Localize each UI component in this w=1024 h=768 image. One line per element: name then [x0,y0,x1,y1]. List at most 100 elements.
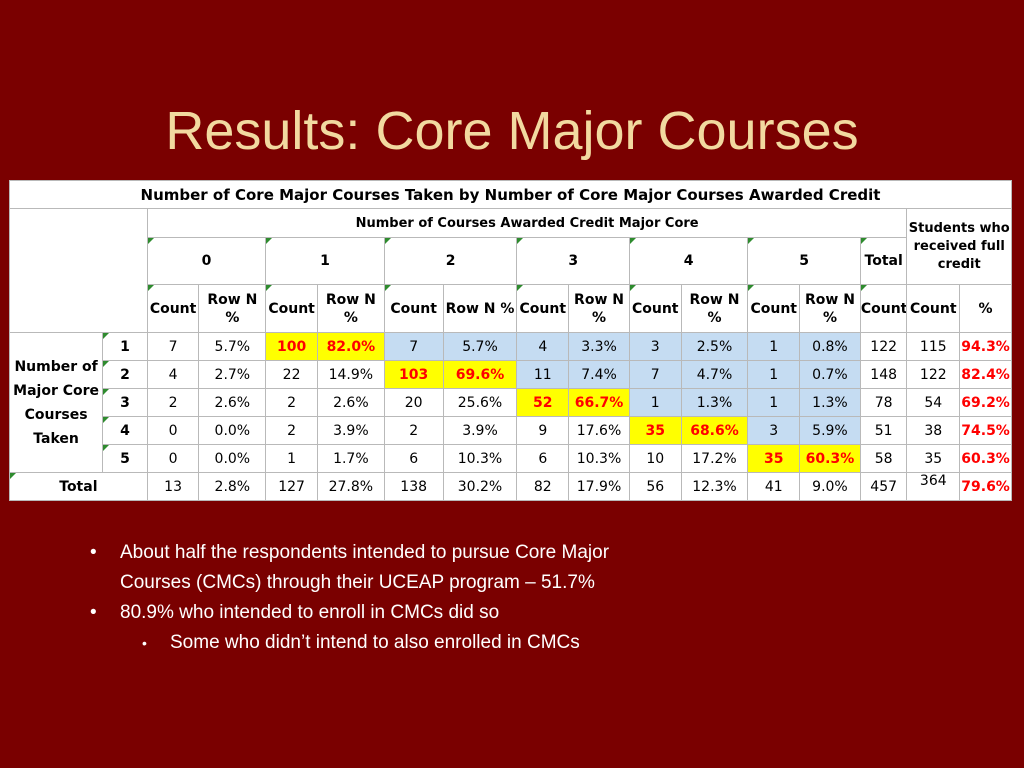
table-cell: 22 [265,360,318,389]
table-cell: 6 [516,444,570,473]
group-header-5: 5 [747,237,861,285]
table-cell: 4.7% [680,360,749,389]
full-credit-header: Students who received full credit [906,208,1012,285]
table-cell: 1 [747,332,801,361]
table-cell: 9.0% [799,472,861,501]
table-cell: 74.5% [959,416,1012,445]
table-cell: 2.8% [198,472,267,501]
table-cell: 2 [265,416,318,445]
table-cell: 138 [383,472,444,501]
bullet-item: • 80.9% who intended to enroll in CMCs di… [90,598,790,628]
table-cell: 2.5% [680,332,749,361]
table-cell: 1 [265,444,318,473]
table-cell: 25.6% [442,388,518,417]
table-cell: 0 [146,416,200,445]
group-header-0: 0 [146,237,267,285]
crosstab-table: Number of Core Major Courses Taken by Nu… [8,180,1012,501]
row-label: 3 [102,388,148,417]
table-cell: 20 [383,388,444,417]
table-cell: 148 [859,360,908,389]
row-label: 1 [102,332,148,361]
table-cell: 68.6% [680,416,749,445]
row-label: Total [9,472,148,501]
table-cell: 69.6% [442,360,518,389]
table-cell: 1 [747,360,801,389]
table-cell: 35 [747,444,801,473]
table-cell: 2 [383,416,444,445]
table-cell: 60.3% [959,444,1012,473]
table-cell: 115 [906,332,961,361]
table-cell: 12.3% [680,472,749,501]
table-cell: 5.7% [198,332,267,361]
sub-header-count: Count [747,284,801,333]
table-cell: 1.3% [799,388,861,417]
group-header-4: 4 [628,237,749,285]
table-row: 5 0 0.0% 1 1.7% 6 10.3% 6 10.3% 10 17.2% 35 60.3% 58 3… [10,444,1012,473]
total-header: Total [859,237,908,285]
table-cell: 364 [906,472,961,501]
table-cell: 17.9% [568,472,630,501]
table-cell: 10 [628,444,682,473]
table-cell: 14.9% [316,360,385,389]
table-cell: 66.7% [568,388,630,417]
table-cell: 11 [516,360,570,389]
table-cell: 1 [628,388,682,417]
sub-header-count: Count [859,284,908,333]
bullet-icon: • [90,602,97,623]
table-cell: 51 [859,416,908,445]
table-row: 4 0 0.0% 2 3.9% 2 3.9% 9 17.6% 35 68.6% 3 5.9% 51 38 74… [10,416,1012,445]
table-cell: 0.0% [198,416,267,445]
table-cell: 3.9% [442,416,518,445]
table-cell: 127 [265,472,318,501]
table-cell: 457 [859,472,908,501]
sub-header-pct: % [959,284,1012,333]
table-cell: 54 [906,388,961,417]
table-cell: 30.2% [442,472,518,501]
bullet-text: Courses (CMCs) through their UCEAP progr… [120,572,595,593]
sub-header-count: Count [146,284,200,333]
row-label: 2 [102,360,148,389]
slide-title: Results: Core Major Courses [165,101,859,161]
row-label: 5 [102,444,148,473]
corner-cell [9,208,148,333]
table-cell: 82 [516,472,570,501]
table-cell: 1.3% [680,388,749,417]
table-row: 3 2 2.6% 2 2.6% 20 25.6% 52 66.7% 1 1.3% 1 1.3% 78 54 6… [10,388,1012,417]
total-row: Total 13 2.8% 127 27.8% 138 30.2% 82 17.9% 56 12.3… [9,472,1012,501]
table-cell: 122 [906,360,961,389]
sub-header-rown: Row N % [680,284,749,333]
sub-header-count: Count [906,284,961,333]
table-row: 2 4 2.7% 22 14.9% 103 69.6% 11 7.4% 7 4.7% 1 0.7% 148… [10,360,1012,389]
table-cell: 3.9% [316,416,385,445]
table-cell: 4 [146,360,200,389]
table-cell: 4 [516,332,570,361]
bullet-list: • About half the respondents intended to … [90,538,790,658]
table-cell: 52 [516,388,570,417]
table-cell: 60.3% [799,444,861,473]
table-cell: 7 [628,360,682,389]
table-cell: 94.3% [959,332,1012,361]
table-cell: 0 [146,444,200,473]
table-cell: 3 [747,416,801,445]
table-title: Number of Core Major Courses Taken by Nu… [9,180,1012,209]
table-cell: 103 [383,360,444,389]
table-cell: 38 [906,416,961,445]
table-cell: 0.8% [799,332,861,361]
sub-header-rown: Row N % [316,284,385,333]
table-cell: 7 [146,332,200,361]
table-cell: 5.7% [442,332,518,361]
table-cell: 69.2% [959,388,1012,417]
table-cell: 10.3% [442,444,518,473]
bullet-text: About half the respondents intended to p… [120,542,610,563]
table-cell: 82.4% [959,360,1012,389]
table-row: Number of Major Core Courses Taken 1 7 5.7%… [8,332,1012,473]
sub-header-count: Count [383,284,444,333]
table-cell: 3 [628,332,682,361]
bullet-text: 80.9% who intended to enroll in CMCs did… [120,602,500,623]
sub-header-rown: Row N % [568,284,630,333]
table-cell: 17.6% [568,416,630,445]
sub-header-rown: Row N % [799,284,861,333]
table-cell: 1 [747,388,801,417]
table-cell: 56 [628,472,682,501]
group-header-2: 2 [383,237,518,285]
